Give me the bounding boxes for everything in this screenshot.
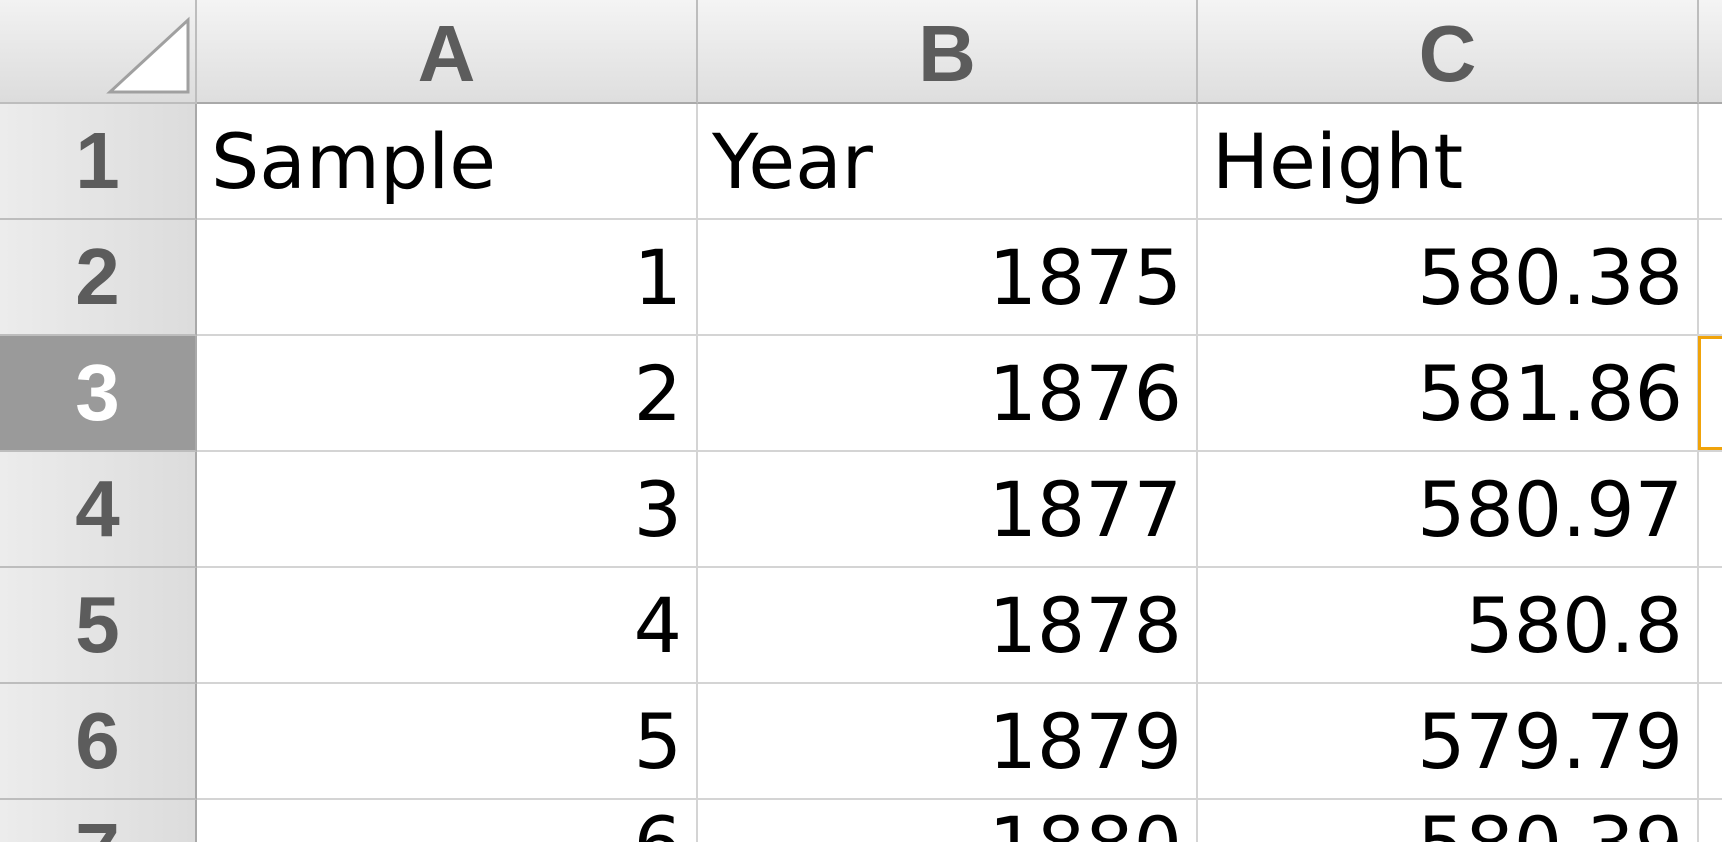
cell-d4[interactable] [1699,452,1722,568]
cell-c6[interactable]: 579.79 [1198,684,1699,800]
cell-b6[interactable]: 1879 [698,684,1198,800]
cell-d1[interactable] [1699,104,1722,220]
select-all-button[interactable] [0,0,197,104]
cell-b2[interactable]: 1875 [698,220,1198,336]
cell-c7[interactable]: 580.39 [1198,800,1699,842]
cell-d5[interactable] [1699,568,1722,684]
column-header-d[interactable] [1699,0,1722,104]
cell-b3[interactable]: 1876 [698,336,1198,452]
cell-a2[interactable]: 1 [197,220,698,336]
row-header-3[interactable]: 3 [0,336,197,452]
column-header-b[interactable]: B [698,0,1198,104]
cell-d3[interactable] [1699,336,1722,452]
cell-d7[interactable] [1699,800,1722,842]
cell-d2[interactable] [1699,220,1722,336]
cell-b1[interactable]: Year [698,104,1198,220]
cell-a6[interactable]: 5 [197,684,698,800]
row-header-2[interactable]: 2 [0,220,197,336]
column-header-a[interactable]: A [197,0,698,104]
row-header-7[interactable]: 7 [0,800,197,842]
row-header-6[interactable]: 6 [0,684,197,800]
cell-b5[interactable]: 1878 [698,568,1198,684]
cell-a7[interactable]: 6 [197,800,698,842]
row-header-1[interactable]: 1 [0,104,197,220]
cell-d6[interactable] [1699,684,1722,800]
cell-a1[interactable]: Sample [197,104,698,220]
cell-b7[interactable]: 1880 [698,800,1198,842]
cell-a3[interactable]: 2 [197,336,698,452]
cell-c5[interactable]: 580.8 [1198,568,1699,684]
row-header-4[interactable]: 4 [0,452,197,568]
row-header-5[interactable]: 5 [0,568,197,684]
cell-b4[interactable]: 1877 [698,452,1198,568]
cell-c3[interactable]: 581.86 [1198,336,1699,452]
cell-c4[interactable]: 580.97 [1198,452,1699,568]
cell-c2[interactable]: 580.38 [1198,220,1699,336]
cell-a5[interactable]: 4 [197,568,698,684]
active-cell-outline [1698,336,1722,450]
column-header-c[interactable]: C [1198,0,1699,104]
select-all-triangle-icon [106,16,190,94]
cell-a4[interactable]: 3 [197,452,698,568]
cell-c1[interactable]: Height [1198,104,1699,220]
